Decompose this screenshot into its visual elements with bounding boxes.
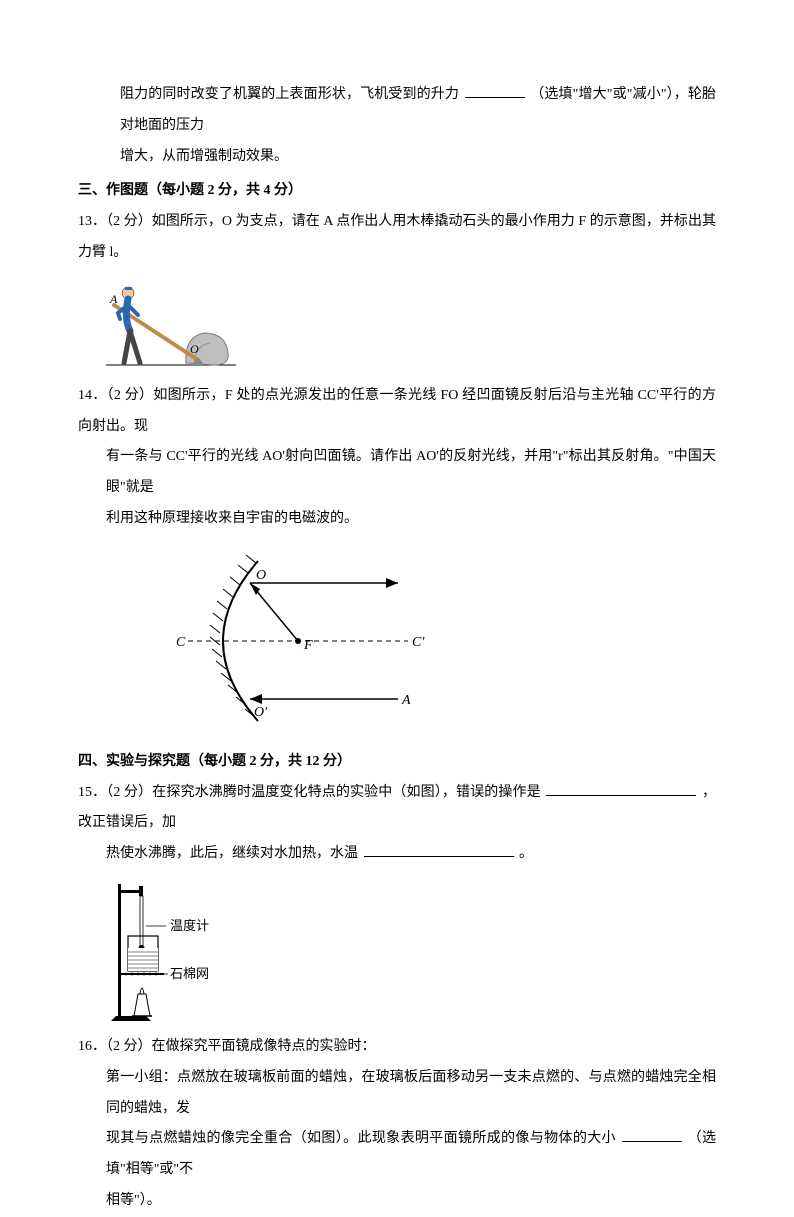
section-4-title: 四、实验与探究题（每小题 2 分，共 12 分）: [78, 747, 716, 778]
q14-figure: C C' F O A O': [168, 541, 716, 741]
q15-blank1[interactable]: [546, 780, 696, 795]
q12-text-pre: 阻力的同时改变了机翼的上表面形状，飞机受到的升力: [120, 87, 459, 102]
q16-title: 16．（2 分）在做探究平面镜成像特点的实验时：: [78, 1032, 716, 1063]
q16-line3: 相等"）。: [78, 1186, 716, 1217]
q12-blank[interactable]: [465, 83, 525, 98]
svg-text:O: O: [190, 342, 199, 356]
svg-text:C': C': [412, 635, 425, 650]
q12-tail-line1: 阻力的同时改变了机翼的上表面形状，飞机受到的升力 （选填"增大"或"减小"），轮…: [78, 80, 716, 142]
q15-line2-post: 。: [519, 846, 533, 861]
asbestos-net-label: 石棉网: [170, 966, 209, 981]
svg-text:O': O': [254, 705, 268, 720]
q15-line2-pre: 热使水沸腾，此后，继续对水加热，水温: [106, 846, 358, 861]
section-3-title: 三、作图题（每小题 2 分，共 4 分）: [78, 176, 716, 207]
q15-figure: 温度计 石棉网: [106, 876, 716, 1026]
lever-diagram-icon: A O: [106, 275, 236, 375]
q15-line1: 15．（2 分）在探究水沸腾时温度变化特点的实验中（如图），错误的操作是 ，改正…: [78, 778, 716, 840]
q15-line2: 热使水沸腾，此后，继续对水加热，水温 。: [78, 839, 716, 870]
svg-text:C: C: [176, 635, 186, 650]
q13-text: 13．（2 分）如图所示，O 为支点，请在 A 点作出人用木棒撬动石头的最小作用…: [78, 207, 716, 269]
thermometer-label: 温度计: [170, 918, 209, 933]
q16-line2-pre: 现其与点燃蜡烛的像完全重合（如图）。此现象表明平面镜所成的像与物体的大小: [106, 1131, 616, 1146]
q15-blank2[interactable]: [364, 842, 514, 857]
svg-text:F: F: [303, 638, 313, 653]
concave-mirror-icon: C C' F O A O': [168, 541, 428, 741]
q13-figure: A O: [106, 275, 716, 375]
q16-line1: 第一小组：点燃放在玻璃板前面的蜡烛，在玻璃板后面移动另一支未点燃的、与点燃的蜡烛…: [78, 1063, 716, 1125]
q16-blank[interactable]: [622, 1127, 682, 1142]
svg-text:A: A: [401, 693, 411, 708]
q12-tail-line2: 增大，从而增强制动效果。: [78, 142, 716, 173]
q14-line3: 利用这种原理接收来自宇宙的电磁波的。: [78, 504, 716, 535]
q16-line2: 现其与点燃蜡烛的像完全重合（如图）。此现象表明平面镜所成的像与物体的大小 （选填…: [78, 1124, 716, 1186]
boiling-apparatus-icon: 温度计 石棉网: [106, 876, 246, 1026]
q14-line2: 有一条与 CC'平行的光线 AO'射向凹面镜。请作出 AO'的反射光线，并用"r…: [78, 442, 716, 504]
svg-text:A: A: [109, 292, 118, 306]
q14-line1: 14．（2 分）如图所示，F 处的点光源发出的任意一条光线 FO 经凹面镜反射后…: [78, 381, 716, 443]
q15-line1-pre: 15．（2 分）在探究水沸腾时温度变化特点的实验中（如图），错误的操作是: [78, 785, 541, 800]
svg-text:O: O: [256, 568, 266, 583]
